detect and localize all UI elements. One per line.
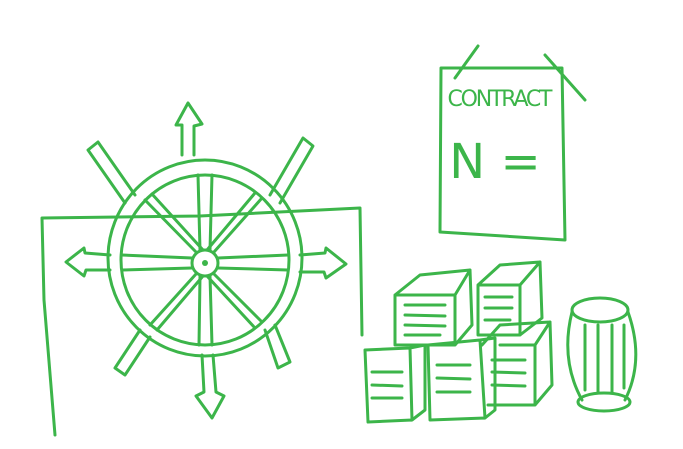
ship-wheel: [64, 101, 348, 420]
contract-sign: CONTRACT N =: [438, 44, 587, 242]
backdrop: [40, 206, 364, 437]
sign-text: N =: [449, 134, 540, 190]
sign-title: CONTRACT: [448, 87, 554, 112]
barrel: [566, 296, 638, 413]
boxes: [363, 260, 554, 424]
